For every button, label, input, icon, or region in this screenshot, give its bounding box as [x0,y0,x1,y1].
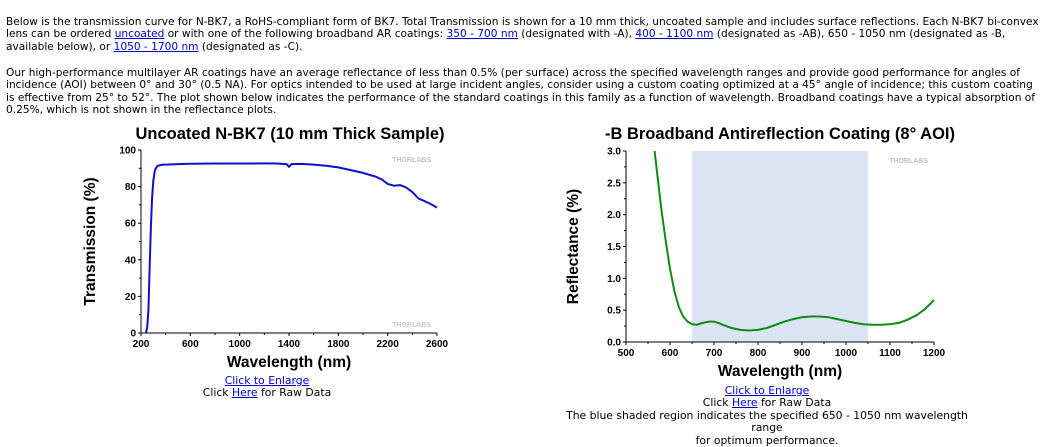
y-axis-label: Transmission (%) [82,177,99,305]
y-tick-label: 40 [125,255,137,266]
watermark-logo: THORLABS [392,322,431,329]
series-line [144,162,438,334]
watermark-logo: THORLABS [392,157,431,164]
intro-paragraph-2: Our high-performance multilayer AR coati… [6,67,1036,117]
y-tick-label: 20 [125,292,137,303]
right-chart-links: Click to Enlarge Click Here for Raw Data… [560,384,974,447]
x-tick-label: 200 [133,339,150,350]
x-tick-label: 600 [182,339,199,350]
y-tick-label: 80 [125,182,137,193]
intro-text: (designated as -AB), 650 - 1050 nm (desi… [6,28,1006,53]
left-enlarge-link[interactable]: Click to Enlarge [224,374,310,387]
right-enlarge-link[interactable]: Click to Enlarge [724,384,810,397]
x-tick-label: 2200 [377,339,400,350]
x-tick-label: 2600 [426,339,449,350]
link-350-700[interactable]: 350 - 700 nm [446,28,518,41]
raw-data-text: Click [202,386,232,400]
shaded-region-caption-1: The blue shaded region indicates the spe… [566,408,968,435]
shaded-region-caption-2: for optimum performance. [695,433,839,447]
y-tick-label: 0 [130,329,136,340]
left-raw-data-link[interactable]: Here [231,386,258,400]
link-uncoated[interactable]: uncoated [114,28,165,41]
x-tick-label: 1400 [278,339,301,350]
intro-text: (designated as -C). [198,40,303,53]
left-chart-links: Click to Enlarge Click Here for Raw Data [167,374,367,400]
y-tick-label: 60 [125,219,137,230]
intro-text: or with one of the following broadband A… [164,28,447,41]
intro-paragraph-1: Below is the transmission curve for N-BK… [6,16,1042,53]
x-tick-label: 1000 [229,339,252,350]
right-chart-title: -B Broadband Antireflection Coating (8° … [604,125,956,143]
raw-data-text: for Raw Data [257,386,332,400]
left-chart-title: Uncoated N-BK7 (10 mm Thick Sample) [135,125,445,143]
right-raw-data-link[interactable]: Here [731,396,758,410]
y-tick-label: 100 [119,146,136,157]
raw-data-text: Click [702,396,732,410]
raw-data-text: for Raw Data [757,396,832,410]
link-400-1100[interactable]: 400 - 1100 nm [635,28,714,41]
link-1050-1700[interactable]: 1050 - 1700 nm [113,40,199,53]
intro-text: (designated with -A), [517,28,636,41]
x-tick-label: 1800 [327,339,350,350]
x-axis-label: Wavelength (nm) [227,354,351,371]
intro-text: Below is the transmission curve for N-BK… [6,16,1039,41]
